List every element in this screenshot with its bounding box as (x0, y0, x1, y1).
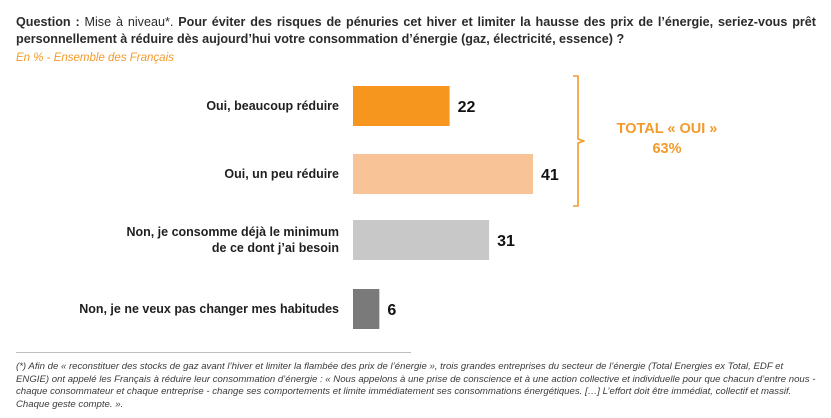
question-lead: Question : (16, 15, 80, 29)
question-text: Question : Mise à niveau*. Pour éviter d… (16, 14, 816, 48)
footnote-divider (16, 352, 411, 353)
chart-subtitle: En % - Ensemble des Français (16, 52, 174, 64)
total-oui-title: TOTAL « OUI » (616, 121, 718, 137)
footnote: (*) Afin de « reconstituer des stocks de… (16, 361, 816, 410)
total-oui-value: 63% (652, 141, 682, 157)
category-label-line: Oui, un peu réduire (224, 167, 339, 181)
category-label-line: Oui, beaucoup réduire (206, 99, 339, 113)
question-prefix: Mise à niveau*. (84, 15, 174, 29)
bar-0 (353, 86, 450, 126)
question-body: Pour éviter des risques de pénuries cet … (16, 15, 817, 46)
category-label-line: Non, je consomme déjà le minimum (126, 225, 339, 239)
bar-value-label-3: 6 (387, 302, 396, 319)
bar-2 (353, 220, 490, 260)
category-label-1: Oui, un peu réduire (9, 166, 339, 182)
bar-value-label-1: 41 (541, 167, 559, 184)
category-label-line: de ce dont j’ai besoin (211, 241, 339, 255)
category-label-3: Non, je ne veux pas changer mes habitude… (9, 301, 339, 317)
total-bracket (573, 75, 585, 207)
bar-value-label-0: 22 (458, 99, 476, 116)
bar-1 (353, 154, 533, 194)
total-oui-label: TOTAL « OUI » 63% (602, 119, 732, 159)
category-label-0: Oui, beaucoup réduire (9, 98, 339, 114)
bar-value-label-2: 31 (497, 233, 515, 250)
category-label-2: Non, je consomme déjà le minimum de ce do… (9, 224, 339, 256)
category-label-line: Non, je ne veux pas changer mes habitude… (79, 302, 339, 316)
bar-3 (353, 289, 380, 329)
